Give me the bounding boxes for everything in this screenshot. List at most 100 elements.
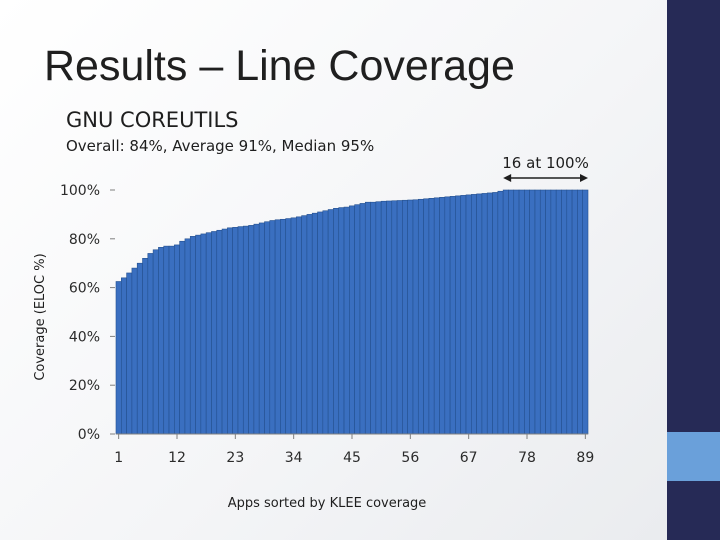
chart-subtitle: Overall: 84%, Average 91%, Median 95% bbox=[66, 137, 375, 155]
x-tick-label: 89 bbox=[576, 450, 594, 466]
coverage-bar bbox=[449, 196, 456, 435]
coverage-bar bbox=[216, 229, 223, 435]
coverage-bar bbox=[136, 262, 143, 435]
sidebar-accent-block bbox=[667, 432, 720, 481]
coverage-bar bbox=[354, 204, 361, 435]
coverage-bar bbox=[237, 226, 244, 435]
coverage-bar bbox=[370, 201, 377, 435]
coverage-bar bbox=[407, 199, 414, 435]
coverage-bar bbox=[529, 189, 536, 435]
coverage-bar bbox=[502, 189, 509, 435]
coverage-bar bbox=[285, 218, 292, 435]
coverage-bar bbox=[423, 198, 430, 435]
coverage-bar bbox=[460, 195, 467, 435]
coverage-bar bbox=[174, 244, 180, 435]
coverage-bar bbox=[221, 228, 228, 435]
coverage-bar bbox=[205, 232, 212, 435]
x-tick-label: 23 bbox=[226, 450, 244, 466]
coverage-bar bbox=[375, 201, 382, 435]
coverage-bar bbox=[147, 253, 154, 435]
coverage-bar bbox=[269, 220, 276, 435]
coverage-bar bbox=[417, 198, 424, 435]
coverage-bar bbox=[131, 267, 138, 435]
coverage-bar bbox=[386, 200, 393, 435]
coverage-bar bbox=[179, 240, 186, 435]
x-tick-label: 45 bbox=[343, 450, 361, 466]
coverage-bar bbox=[189, 236, 196, 435]
y-tick-label: 80% bbox=[69, 232, 100, 248]
coverage-bar bbox=[364, 201, 371, 435]
coverage-bar bbox=[412, 199, 419, 435]
coverage-bar bbox=[343, 206, 350, 435]
coverage-bar bbox=[258, 222, 265, 435]
coverage-bar bbox=[476, 193, 483, 435]
x-tick-label: 67 bbox=[460, 450, 478, 466]
coverage-bar bbox=[296, 216, 302, 435]
x-axis-label: Apps sorted by KLEE coverage bbox=[228, 496, 427, 511]
x-tick-label: 1 bbox=[114, 450, 123, 466]
coverage-bar bbox=[211, 231, 218, 435]
coverage-bar bbox=[524, 189, 530, 435]
coverage-bar bbox=[115, 281, 122, 435]
coverage-bar bbox=[195, 234, 202, 435]
coverage-bar bbox=[428, 198, 435, 435]
axes-group: 0% 20% 40% 60% 80% 100% 1 12 23 34 45 56 67 78 89 Apps … bbox=[33, 183, 594, 511]
coverage-bar bbox=[126, 272, 133, 435]
coverage-bar bbox=[497, 190, 504, 435]
x-tick-label: 34 bbox=[285, 450, 303, 466]
coverage-bar bbox=[455, 195, 462, 435]
annotation-group: 16 at 100% bbox=[502, 154, 589, 182]
coverage-bar bbox=[242, 225, 249, 435]
coverage-bar bbox=[359, 203, 366, 435]
coverage-bar bbox=[566, 189, 573, 435]
y-tick-label: 40% bbox=[69, 329, 100, 345]
coverage-bar bbox=[142, 258, 149, 435]
coverage-bar bbox=[227, 227, 233, 435]
coverage-bar bbox=[545, 189, 552, 435]
coverage-bar bbox=[492, 192, 499, 435]
bar-group bbox=[115, 189, 589, 435]
coverage-bar bbox=[274, 219, 281, 435]
coverage-bar bbox=[439, 197, 446, 435]
coverage-bar bbox=[158, 247, 165, 435]
coverage-bar bbox=[481, 193, 488, 435]
chart-title: GNU COREUTILS bbox=[66, 108, 239, 132]
annotation-label: 16 at 100% bbox=[502, 154, 589, 172]
coverage-bar bbox=[391, 200, 398, 435]
coverage-bar bbox=[290, 217, 297, 435]
y-tick-label: 0% bbox=[78, 427, 100, 443]
coverage-bar bbox=[322, 210, 329, 435]
coverage-bar bbox=[301, 215, 308, 435]
y-tick-label: 60% bbox=[69, 281, 100, 297]
coverage-bar bbox=[539, 189, 546, 435]
coverage-bar bbox=[280, 218, 286, 435]
coverage-bar bbox=[380, 200, 387, 435]
coverage-bar bbox=[152, 249, 159, 435]
x-tick-label: 78 bbox=[518, 450, 536, 466]
coverage-bar bbox=[577, 189, 583, 435]
coverage-bar bbox=[327, 209, 334, 435]
coverage-bar bbox=[534, 189, 541, 435]
coverage-bar bbox=[550, 189, 557, 435]
arrow-left-icon bbox=[503, 174, 512, 182]
coverage-bar bbox=[513, 189, 520, 435]
coverage-bar bbox=[508, 189, 515, 435]
coverage-bar bbox=[338, 207, 345, 435]
coverage-bar bbox=[306, 214, 313, 435]
coverage-bar bbox=[465, 194, 472, 435]
coverage-bar bbox=[561, 189, 568, 435]
coverage-bar bbox=[396, 200, 403, 435]
coverage-bar bbox=[264, 221, 271, 435]
coverage-bar bbox=[582, 189, 589, 435]
y-tick-label: 20% bbox=[69, 378, 100, 394]
coverage-bar bbox=[121, 277, 127, 435]
coverage-bar bbox=[253, 223, 260, 435]
coverage-bar bbox=[184, 238, 191, 435]
y-tick-label: 100% bbox=[60, 183, 100, 199]
coverage-bar bbox=[248, 225, 255, 435]
y-axis-label: Coverage (ELOC %) bbox=[33, 253, 48, 380]
coverage-bar bbox=[571, 189, 578, 435]
coverage-bar bbox=[518, 189, 525, 435]
coverage-bar bbox=[402, 199, 408, 435]
